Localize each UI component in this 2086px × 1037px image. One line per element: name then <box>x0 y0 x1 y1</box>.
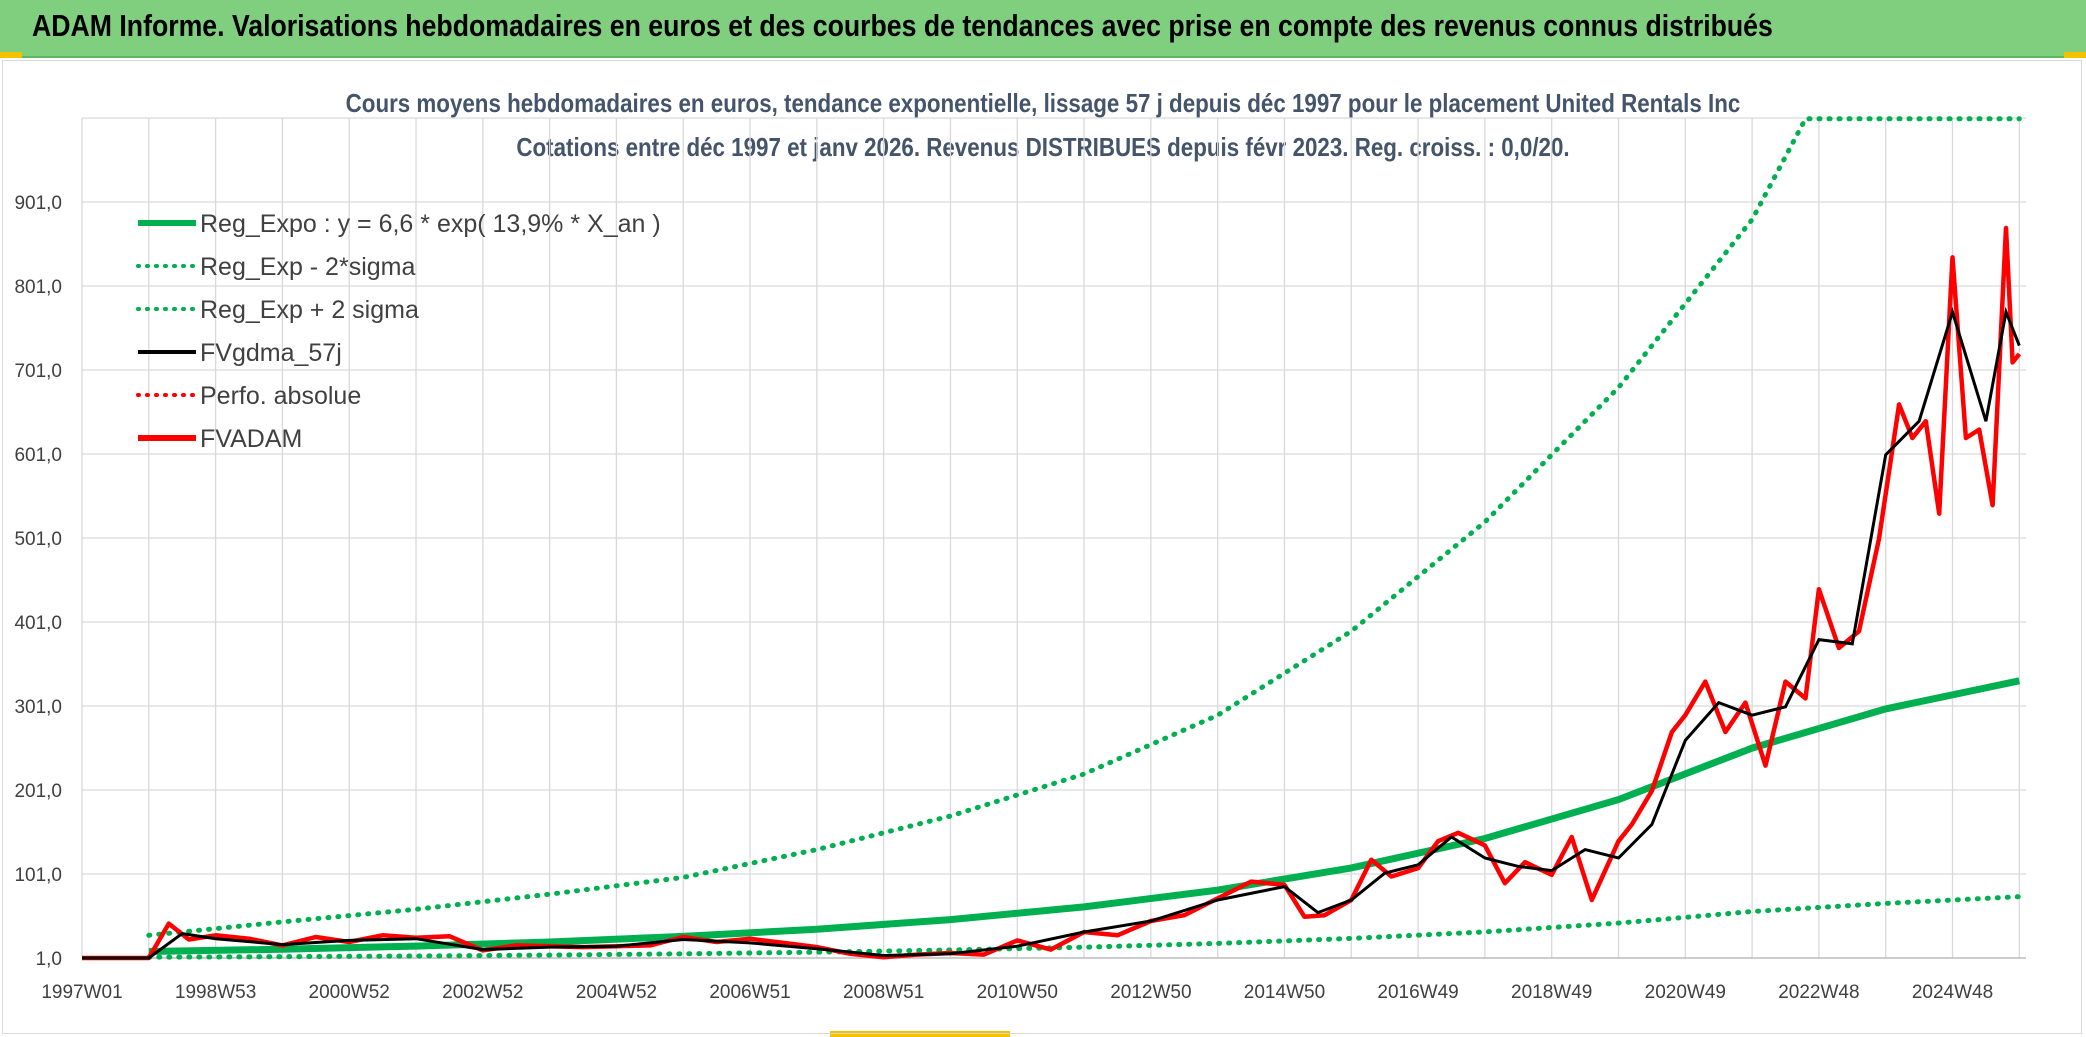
x-tick-label: 2018W49 <box>1511 982 1592 1003</box>
y-tick-label: 701,0 <box>14 361 62 382</box>
y-tick-label: 401,0 <box>14 613 62 634</box>
header-bar: ADAM Informe. Valorisations hebdomadaire… <box>0 0 2086 58</box>
y-tick-label: 201,0 <box>14 781 62 802</box>
series-line-reg-exp-2-sigma <box>146 894 2022 960</box>
corner-accent-bottom <box>830 1031 1010 1037</box>
y-tick-label: 901,0 <box>14 193 62 214</box>
x-tick-label: 2006W51 <box>709 982 790 1003</box>
chart-title: Cours moyens hebdomadaires en euros, ten… <box>346 89 1741 118</box>
y-tick-label: 801,0 <box>14 277 62 298</box>
chart-frame <box>2 60 2082 1034</box>
x-axis-ticks: 1997W01 1998W53 2000W52 2002W52 2004W52 2006W… <box>41 982 1993 1003</box>
corner-accent-left <box>0 52 22 58</box>
x-tick-label: 1998W53 <box>175 982 256 1003</box>
y-tick-label: 501,0 <box>14 529 62 550</box>
series-line-reg-exp-2-sigma <box>146 116 2022 938</box>
legend-label: Reg_Exp - 2*sigma <box>200 253 415 281</box>
legend-label: Reg_Expo : y = 6,6 * exp( 13,9% * X_an ) <box>200 210 661 238</box>
series-line-fvgdma-57j <box>82 306 2021 960</box>
chart-subtitle: Cotations entre déc 1997 et janv 2026. R… <box>516 133 1569 162</box>
y-tick-label: 101,0 <box>14 865 62 886</box>
series-layer <box>82 116 2022 961</box>
y-tick-label: 601,0 <box>14 445 62 466</box>
legend-label: FVgdma_57j <box>200 339 342 367</box>
x-tick-label: 2008W51 <box>843 982 924 1003</box>
x-tick-label: 2016W49 <box>1377 982 1458 1003</box>
legend-label: FVADAM <box>200 425 302 453</box>
x-tick-label: 2020W49 <box>1645 982 1726 1003</box>
legend-label: Reg_Exp + 2 sigma <box>200 296 419 324</box>
legend: Reg_Expo : y = 6,6 * exp( 13,9% * X_an )… <box>136 210 661 453</box>
x-tick-label: 2012W50 <box>1110 982 1191 1003</box>
legend-label: Perfo. absolue <box>200 382 361 410</box>
x-tick-label: 2024W48 <box>1912 982 1993 1003</box>
x-tick-label: 2010W50 <box>977 982 1058 1003</box>
x-tick-label: 2004W52 <box>576 982 657 1003</box>
x-tick-label: 2014W50 <box>1244 982 1325 1003</box>
series-line-fvadam <box>82 225 2022 961</box>
y-axis-ticks: 1,0 101,0 201,0 301,0 401,0 501,0 601,0 701,0 80… <box>14 193 62 970</box>
page-title: ADAM Informe. Valorisations hebdomadaire… <box>32 8 1773 43</box>
corner-accent-right <box>2064 52 2086 58</box>
x-tick-label: 2000W52 <box>309 982 390 1003</box>
x-tick-label: 2002W52 <box>442 982 523 1003</box>
y-tick-label: 301,0 <box>14 697 62 718</box>
x-tick-label: 2022W48 <box>1778 982 1859 1003</box>
x-tick-label: 1997W01 <box>41 982 122 1003</box>
y-tick-label: 1,0 <box>36 949 62 970</box>
